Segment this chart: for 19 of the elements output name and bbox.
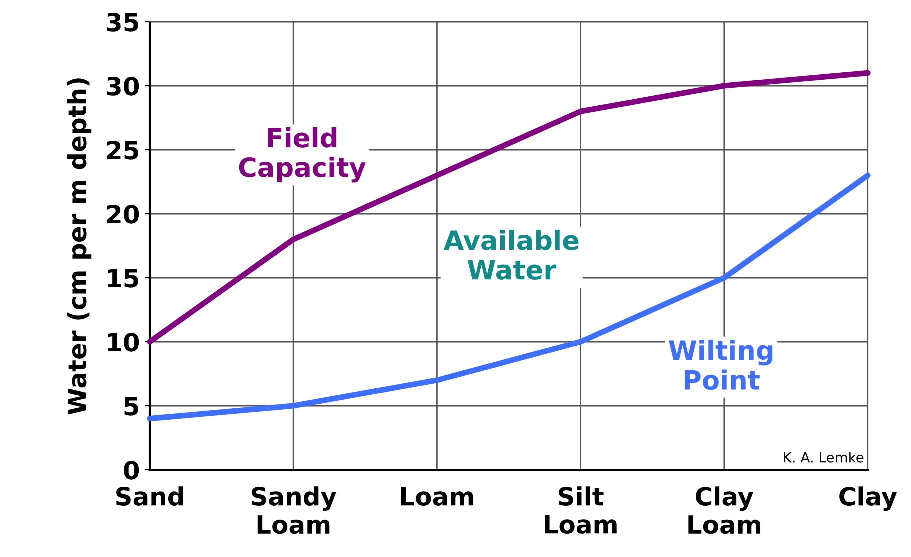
y-tick-label: 35 bbox=[107, 12, 139, 32]
y-tick-label: 5 bbox=[124, 397, 139, 416]
x-tick-label: Clay bbox=[840, 486, 898, 512]
x-tick-label: Sandy Loam bbox=[252, 486, 337, 534]
y-tick-label: 15 bbox=[108, 269, 139, 288]
x-tick-label: Loam bbox=[401, 487, 474, 506]
series-label: Field Capacity bbox=[239, 127, 366, 183]
x-tick-label: Silt Loam bbox=[545, 486, 617, 534]
y-tick-label: 25 bbox=[107, 140, 139, 160]
y-tick-label: 0 bbox=[124, 460, 140, 480]
y-tick-label: 30 bbox=[107, 76, 140, 96]
y-axis-title: Water (cm per m depth) bbox=[67, 78, 92, 415]
x-tick-label: Sand bbox=[116, 486, 184, 506]
y-tick-label: 20 bbox=[107, 204, 140, 224]
annotation: Available Water bbox=[444, 230, 579, 280]
y-tick-label: 10 bbox=[108, 332, 140, 352]
series-label: Wilting Point bbox=[669, 340, 773, 390]
x-tick-label: Clay Loam bbox=[688, 486, 760, 534]
annotation: K. A. Lemke bbox=[784, 452, 864, 463]
